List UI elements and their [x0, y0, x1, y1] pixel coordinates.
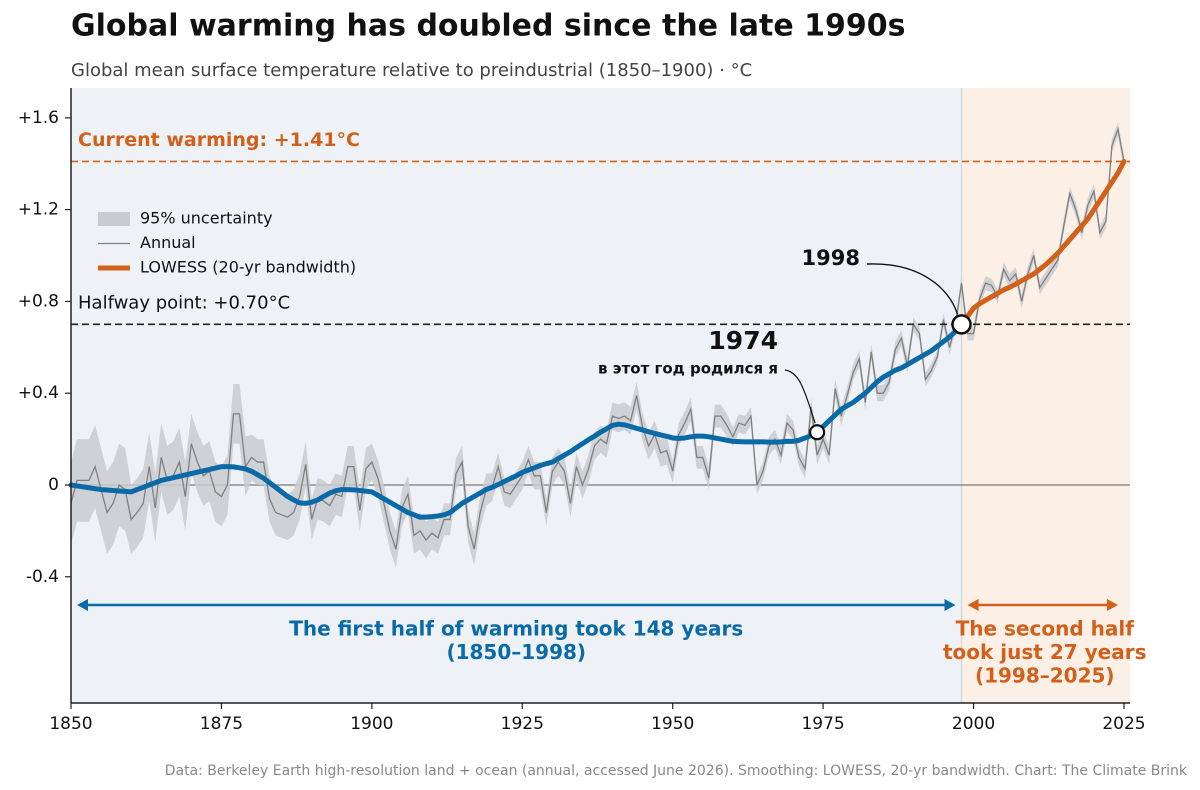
period-label: (1998–2025) — [975, 664, 1115, 688]
x-tick-label: 1850 — [49, 714, 92, 734]
chart-title: Global warming has doubled since the lat… — [71, 9, 905, 44]
connector — [784, 369, 816, 424]
x-tick-label: 1925 — [501, 714, 544, 734]
current-warming-label: Current warming: +1.41°C — [78, 129, 360, 151]
arrow-head — [1106, 599, 1118, 611]
halfway-label: Halfway point: +0.70°C — [78, 292, 290, 313]
legend-label: LOWESS (20-yr bandwidth) — [140, 258, 356, 277]
y-tick-label: 0 — [48, 475, 59, 495]
y-tick-label: -0.4 — [26, 567, 59, 587]
x-tick-label: 2000 — [952, 714, 995, 734]
legend-swatch — [98, 212, 130, 226]
y-tick-label: +1.2 — [18, 200, 59, 220]
period-label: took just 27 years — [943, 640, 1147, 664]
arrow-head — [967, 599, 979, 611]
y-tick-label: +1.6 — [18, 108, 59, 128]
period-label: The first half of warming took 148 years — [289, 617, 743, 641]
lowess-late — [959, 158, 1127, 327]
x-tick-label: 1975 — [801, 714, 844, 734]
birth-point — [809, 424, 826, 441]
x-tick-label: 1950 — [651, 714, 694, 734]
connector — [866, 263, 959, 315]
period-shade — [71, 88, 962, 703]
arrow-head — [944, 599, 956, 611]
legend-label: Annual — [140, 233, 196, 252]
period-label: (1850–1998) — [446, 640, 586, 664]
arrow-head — [77, 599, 88, 611]
halfway-point — [951, 314, 972, 335]
period-shade — [961, 88, 1130, 703]
y-tick-label: +0.4 — [18, 383, 59, 403]
chart-subtitle: Global mean surface temperature relative… — [71, 60, 752, 81]
legend-label: 95% uncertainty — [140, 209, 273, 228]
annual-line — [70, 126, 1125, 550]
halfway-year-label: 1998 — [802, 246, 860, 270]
x-tick-label: 2025 — [1102, 714, 1145, 734]
x-tick-label: 1875 — [200, 714, 243, 734]
y-tick-label: +0.8 — [18, 291, 59, 311]
source-note: Data: Berkeley Earth high-resolution lan… — [165, 763, 1188, 779]
period-label: The second half — [956, 617, 1135, 641]
birth-year-label: 1974 — [708, 326, 778, 355]
x-tick-label: 1900 — [350, 714, 393, 734]
birth-note: в этот год родился я — [598, 360, 778, 378]
